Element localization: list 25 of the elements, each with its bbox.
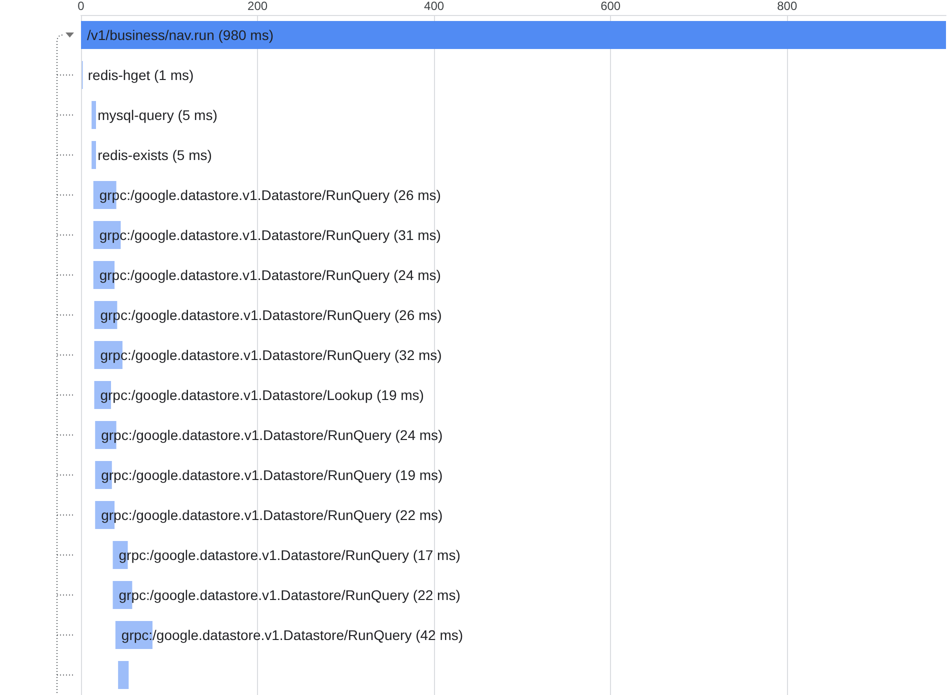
y-tick-label: mysql-query (5 ms) xyxy=(98,107,218,123)
y-tick-label: grpc:/google.datastore.v1.Datastore/RunQuery (17 ms) xyxy=(118,547,460,563)
y-tick-label: grpc:/google.datastore.v1.Datastore/RunQuery (26 ms) xyxy=(100,307,442,323)
x-tick-label: 0 xyxy=(78,0,85,13)
bar xyxy=(92,101,96,129)
y-tick-label: grpc:/google.datastore.v1.Datastore/RunQuery (24 ms) xyxy=(99,267,441,283)
x-tick-label: 600 xyxy=(600,0,621,13)
y-tick-label: redis-hget (1 ms) xyxy=(88,67,194,83)
y-tick-label: grpc:/google.datastore.v1.Datastore/RunQuery (26 ms) xyxy=(99,187,441,203)
bar xyxy=(81,21,946,49)
bar xyxy=(118,661,129,689)
x-tick-label: 400 xyxy=(424,0,444,13)
y-tick-label: /v1/business/nav.run (980 ms) xyxy=(87,27,274,43)
y-tick-label: grpc:/google.datastore.v1.Datastore/RunQuery (32 ms) xyxy=(100,347,442,363)
bar xyxy=(92,141,96,169)
y-tick-label: grpc:/google.datastore.v1.Datastore/RunQuery (24 ms) xyxy=(101,427,443,443)
y-tick-label: grpc:/google.datastore.v1.Datastore/RunQuery (22 ms) xyxy=(118,587,460,603)
y-tick-label: redis-exists (5 ms) xyxy=(98,147,212,163)
y-tick-label: grpc:/google.datastore.v1.Datastore/RunQuery (19 ms) xyxy=(101,467,443,483)
y-tick-label: grpc:/google.datastore.v1.Datastore/RunQuery (22 ms) xyxy=(101,507,443,523)
y-tick-label: grpc:/google.datastore.v1.Datastore/Lookup (19 ms) xyxy=(100,387,424,403)
x-tick-label: 800 xyxy=(777,0,798,13)
x-tick-label: 200 xyxy=(248,0,268,13)
y-tick-label: grpc:/google.datastore.v1.Datastore/RunQuery (42 ms) xyxy=(121,627,464,643)
y-tick-label: grpc:/google.datastore.v1.Datastore/RunQuery (31 ms) xyxy=(99,227,441,243)
